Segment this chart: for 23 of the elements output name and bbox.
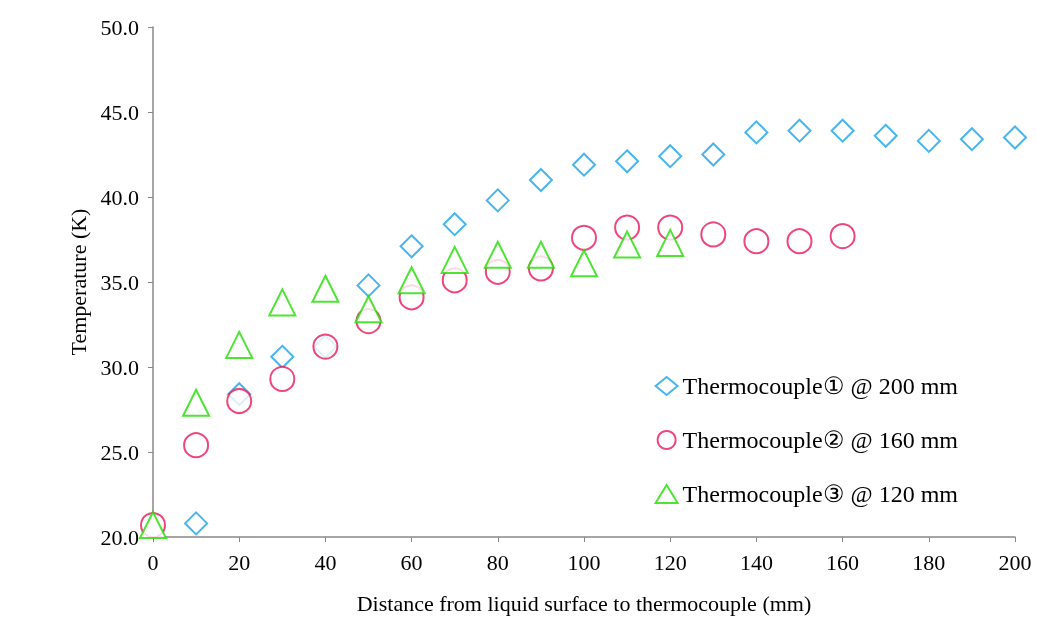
y-tick-label: 45.0 — [100, 99, 139, 125]
x-tick-label: 120 — [653, 549, 687, 575]
x-tick-label: 40 — [314, 549, 337, 575]
legend-label: Thermocouple① @ 200 mm — [682, 373, 959, 399]
y-tick-label: 50.0 — [100, 14, 139, 40]
x-tick-label: 60 — [400, 549, 423, 575]
x-tick-label: 140 — [739, 549, 773, 575]
y-axis-title: Temperature (K) — [66, 208, 92, 356]
x-tick-label: 160 — [826, 549, 860, 575]
y-tick-label: 35.0 — [100, 269, 139, 295]
x-tick-label: 200 — [998, 549, 1032, 575]
x-axis-title: Distance from liquid surface to thermocouple (mm) — [356, 590, 812, 616]
y-tick-label: 40.0 — [100, 184, 139, 210]
x-tick-label: 100 — [567, 549, 601, 575]
legend-label: Thermocouple② @ 160 mm — [682, 427, 959, 453]
x-tick-label: 80 — [486, 549, 509, 575]
y-tick-label: 30.0 — [100, 354, 139, 380]
y-tick-label: 25.0 — [100, 439, 139, 465]
x-tick-label: 0 — [147, 549, 159, 575]
x-tick-label: 20 — [228, 549, 251, 575]
x-tick-label: 180 — [912, 549, 946, 575]
y-tick-label: 20.0 — [100, 524, 139, 550]
legend-label: Thermocouple③ @ 120 mm — [682, 481, 959, 507]
